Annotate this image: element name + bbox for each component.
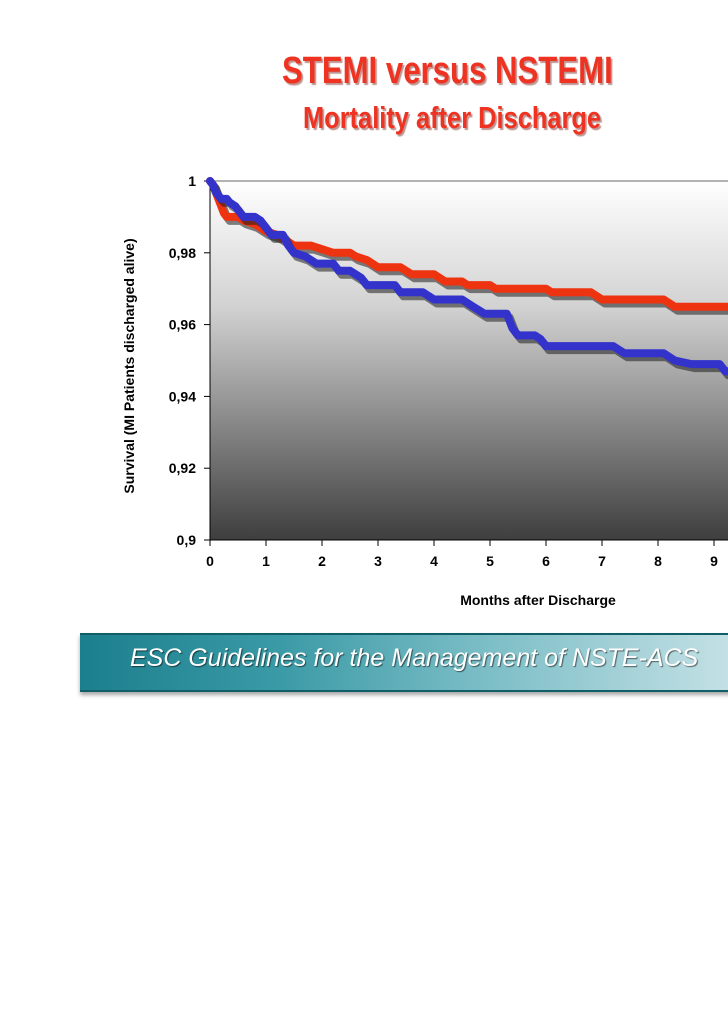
y-tick-label: 0,92 [169,460,196,476]
x-axis-label: Months after Discharge [460,592,616,608]
slide-title: STEMI versus NSTEMI [282,50,613,92]
x-tick-label: 8 [654,553,662,569]
x-tick-label: 3 [374,553,382,569]
series-nstemi-line [206,177,728,376]
y-tick-label: 0,94 [169,388,196,404]
x-tick-label: 7 [598,553,606,569]
y-tick-label: 0,9 [177,532,197,548]
x-tick-label: 2 [318,553,326,569]
x-tick-label: 6 [542,553,550,569]
y-tick-label: 1 [188,173,196,189]
slide-subtitle: Mortality after Discharge [303,100,602,135]
x-axis: 0123456789101112 [206,539,728,569]
x-tick-label: 5 [486,553,494,569]
banner-text: ESC Guidelines for the Management of NST… [130,644,699,672]
x-tick-label: 4 [430,553,438,569]
series-layer [206,177,728,380]
x-tick-label: 0 [206,553,214,569]
y-tick-label: 0,96 [169,317,196,333]
y-axis: 1 0,98 0,96 0,94 0,92 0,9 [169,173,211,548]
survival-chart: 10,980,960,940,920,9 0123456789101112 Su… [121,173,728,608]
y-tick-label: 0,98 [169,245,196,261]
x-tick-label: 9 [710,553,718,569]
y-axis-label: Survival (MI Patients discharged alive) [121,238,137,493]
guidelines-banner: ESC Guidelines for the Management of NST… [80,633,728,692]
x-tick-label: 1 [262,553,270,569]
